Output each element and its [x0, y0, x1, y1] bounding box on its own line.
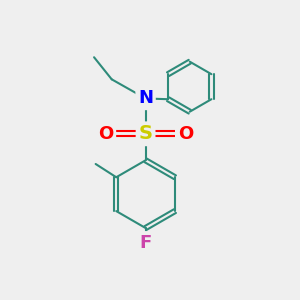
Text: S: S — [139, 124, 153, 143]
Text: F: F — [140, 234, 152, 252]
Text: N: N — [138, 89, 153, 107]
Text: O: O — [178, 125, 193, 143]
Text: O: O — [98, 125, 113, 143]
